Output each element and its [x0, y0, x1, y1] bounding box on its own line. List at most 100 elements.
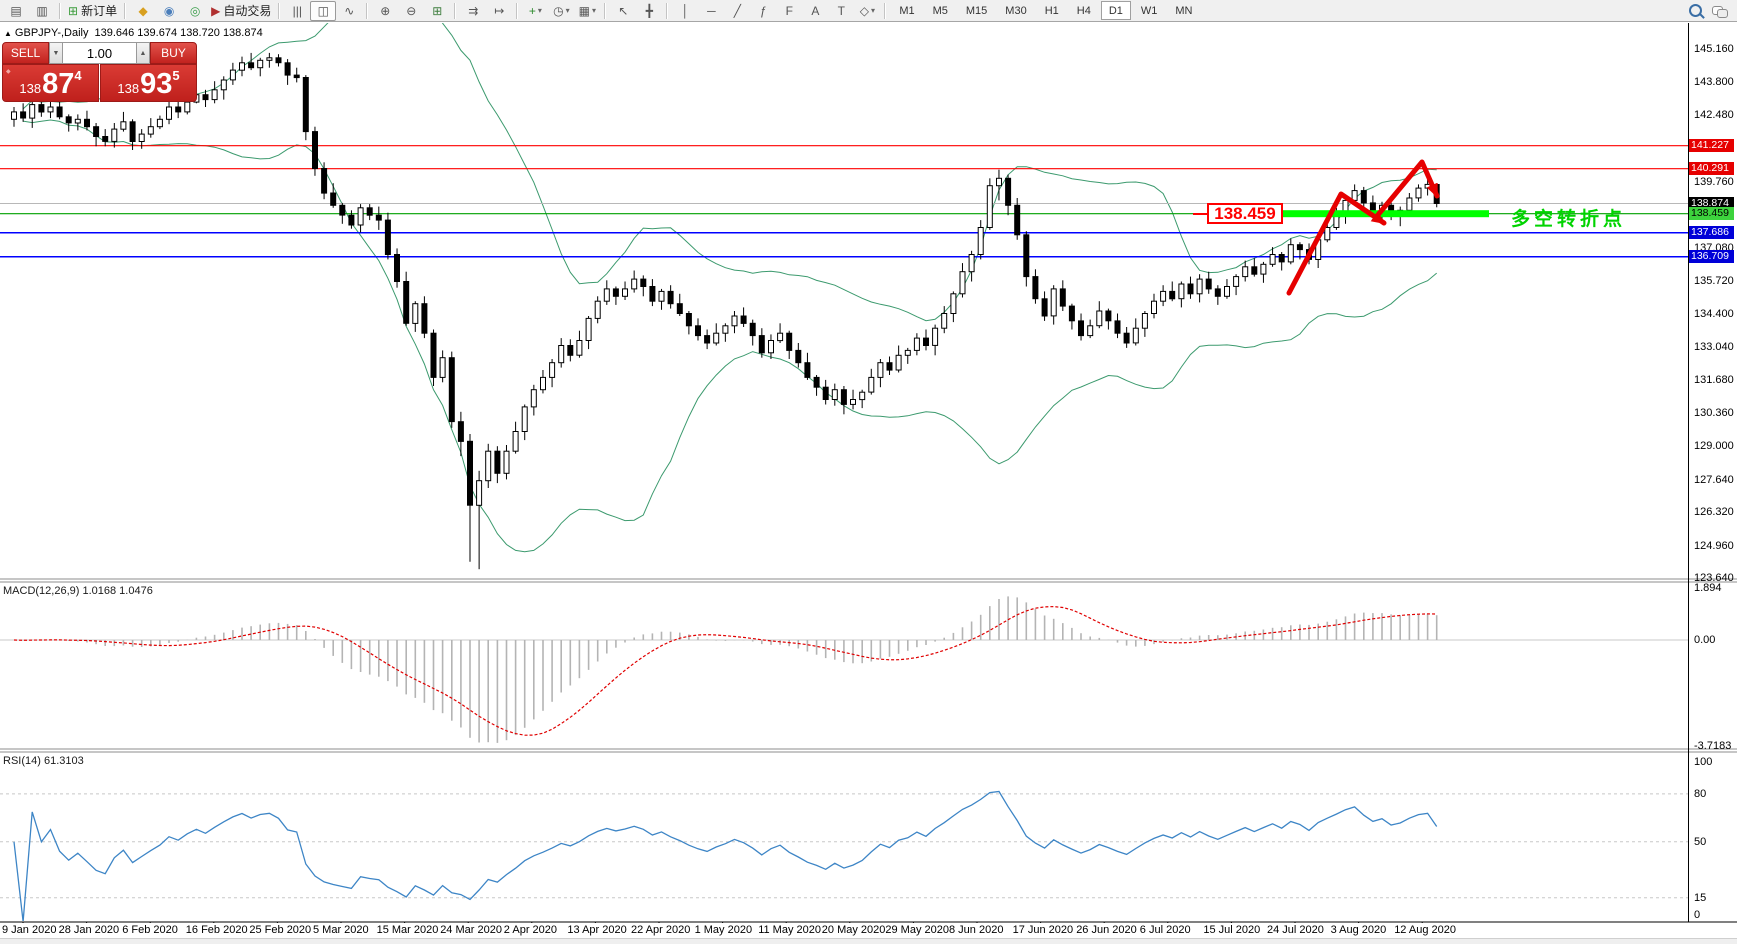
- trendline-icon[interactable]: ╱: [724, 1, 750, 21]
- candle-body: [138, 133, 145, 143]
- collapse-panel-icon[interactable]: ▲: [4, 29, 12, 38]
- vertical-line-icon[interactable]: │: [672, 1, 698, 21]
- price-callout-box[interactable]: 138.459: [1207, 203, 1283, 224]
- timeframe-m30-button[interactable]: M30: [1005, 4, 1027, 17]
- candle-body: [1178, 283, 1185, 300]
- line-chart-icon[interactable]: ∿: [336, 1, 362, 21]
- timeframe-d1-button[interactable]: D1: [1100, 1, 1131, 20]
- zoom-in-icon[interactable]: ⊕: [372, 1, 398, 21]
- date-axis[interactable]: 9 Jan 2020 28 Jan 2020 6 Feb 2020 16 Feb 20…: [0, 923, 1737, 938]
- tile-windows-icon[interactable]: ⊞: [424, 1, 450, 21]
- templates-button: ▦: [578, 3, 590, 18]
- date-label: 6 Feb 2020: [122, 924, 178, 936]
- periodicity-button[interactable]: ◷ ▾: [548, 1, 574, 21]
- candle-body: [950, 293, 957, 314]
- candle-body: [248, 62, 255, 69]
- candle-body: [175, 106, 182, 113]
- volume-up-stepper[interactable]: ▲: [136, 42, 150, 64]
- search-icon[interactable]: [1689, 4, 1702, 17]
- timeframe-h4-button[interactable]: H4: [1076, 4, 1091, 17]
- timeframe-h1-button[interactable]: H1: [1044, 4, 1059, 17]
- timeframe-m1-button[interactable]: M1: [899, 4, 915, 17]
- tile-windows-icon: ⊞: [432, 3, 443, 18]
- date-label: 6 Jul 2020: [1139, 924, 1191, 936]
- horizontal-line-icon[interactable]: ─: [698, 1, 724, 21]
- indicators-button: +: [528, 3, 536, 18]
- cursor-icon: ↖: [618, 3, 629, 18]
- date-label: 24 Mar 2020: [440, 924, 502, 936]
- timeframe-mn-button[interactable]: MN: [1175, 4, 1193, 17]
- volume-down-stepper[interactable]: ▼: [49, 42, 63, 64]
- candle-body: [831, 389, 838, 401]
- candle-body: [384, 219, 391, 256]
- timeframe-m5-button[interactable]: M5: [932, 4, 948, 17]
- signals-icon[interactable]: ◎: [182, 1, 208, 21]
- candle-body: [1214, 288, 1221, 297]
- candle-body: [239, 62, 245, 71]
- candle-body: [120, 121, 127, 130]
- rsi-scale-label: 100: [1694, 756, 1713, 768]
- trend-arrow-object[interactable]: [1286, 191, 1387, 296]
- candle-body: [1242, 266, 1249, 278]
- ohlc-values: 139.646 139.674 138.720 138.874: [94, 27, 263, 39]
- dropdown-caret-icon: ▾: [565, 6, 570, 15]
- candle-body: [1032, 276, 1039, 300]
- auto-scroll-icon[interactable]: ⇉: [460, 1, 486, 21]
- candle-body: [403, 281, 410, 324]
- fibo-expansion-icon[interactable]: F: [776, 1, 802, 21]
- charts-panel-icon[interactable]: ▤: [3, 1, 29, 21]
- candle-body: [777, 332, 784, 342]
- timeframe-w1-button[interactable]: W1: [1140, 4, 1158, 17]
- signals-icon: ◎: [189, 3, 201, 18]
- horizontal-scrollbar[interactable]: [0, 938, 1737, 944]
- candle-body: [266, 57, 273, 61]
- candle-body: [996, 177, 1002, 187]
- candle-body: [312, 131, 318, 170]
- candle-body: [339, 204, 346, 216]
- candle-body: [321, 168, 328, 194]
- candle-body: [1269, 254, 1276, 265]
- bar-chart-icon[interactable]: |||: [284, 1, 310, 21]
- trend-arrow-object[interactable]: [1374, 159, 1440, 219]
- candle-body: [585, 317, 592, 341]
- candlestick-chart-icon[interactable]: ◫: [310, 0, 337, 21]
- chat-icon[interactable]: [1712, 5, 1728, 18]
- gold-bar-icon[interactable]: ◆: [130, 1, 156, 21]
- candle-body: [1233, 276, 1240, 287]
- flip-point-annotation[interactable]: 多空转折点: [1511, 209, 1627, 230]
- date-label: 20 May 2020: [821, 924, 886, 936]
- templates-button[interactable]: ▦ ▾: [574, 1, 600, 21]
- crosshair-icon[interactable]: ╋: [636, 1, 662, 21]
- date-label: 16 Feb 2020: [185, 924, 248, 936]
- dropdown-caret-icon: ▾: [870, 6, 875, 15]
- candle-body: [129, 121, 136, 143]
- candle-body: [38, 104, 45, 113]
- arrows-button[interactable]: ◇ ▾: [854, 1, 880, 21]
- candle-body: [494, 450, 501, 474]
- buy-price[interactable]: 138 93 5: [100, 64, 197, 102]
- cursor-icon[interactable]: ↖: [610, 1, 636, 21]
- fibonacci-icon[interactable]: ƒ: [750, 1, 776, 21]
- text-label-icon[interactable]: T: [828, 1, 854, 21]
- sell-price[interactable]: 138 87 4: [2, 64, 99, 102]
- buy-button[interactable]: BUY: [150, 42, 197, 64]
- rsi-scale-label: 15: [1694, 891, 1707, 904]
- candle-body: [1114, 320, 1121, 334]
- text-icon[interactable]: A: [802, 1, 828, 21]
- candle-body: [540, 376, 546, 391]
- indicators-button[interactable]: + ▾: [522, 1, 548, 21]
- timeframe-m15-button[interactable]: M15: [965, 4, 988, 17]
- vertical-line-icon: │: [681, 3, 690, 18]
- autotrading-button[interactable]: ▶ 自动交易: [208, 1, 274, 21]
- new-order-button[interactable]: ⊞ 新订单: [65, 1, 120, 21]
- sell-button[interactable]: SELL: [2, 42, 49, 64]
- text-icon: A: [811, 3, 820, 18]
- rsi-scale-label: 80: [1694, 787, 1707, 800]
- community-icon[interactable]: ◉: [156, 1, 182, 21]
- volume-input[interactable]: [63, 42, 136, 64]
- market-watch-icon[interactable]: ▥: [29, 1, 55, 21]
- chart-shift-icon[interactable]: ↦: [486, 1, 512, 21]
- zoom-out-icon[interactable]: ⊖: [398, 1, 424, 21]
- price-tick-label: 129.000: [1694, 440, 1734, 453]
